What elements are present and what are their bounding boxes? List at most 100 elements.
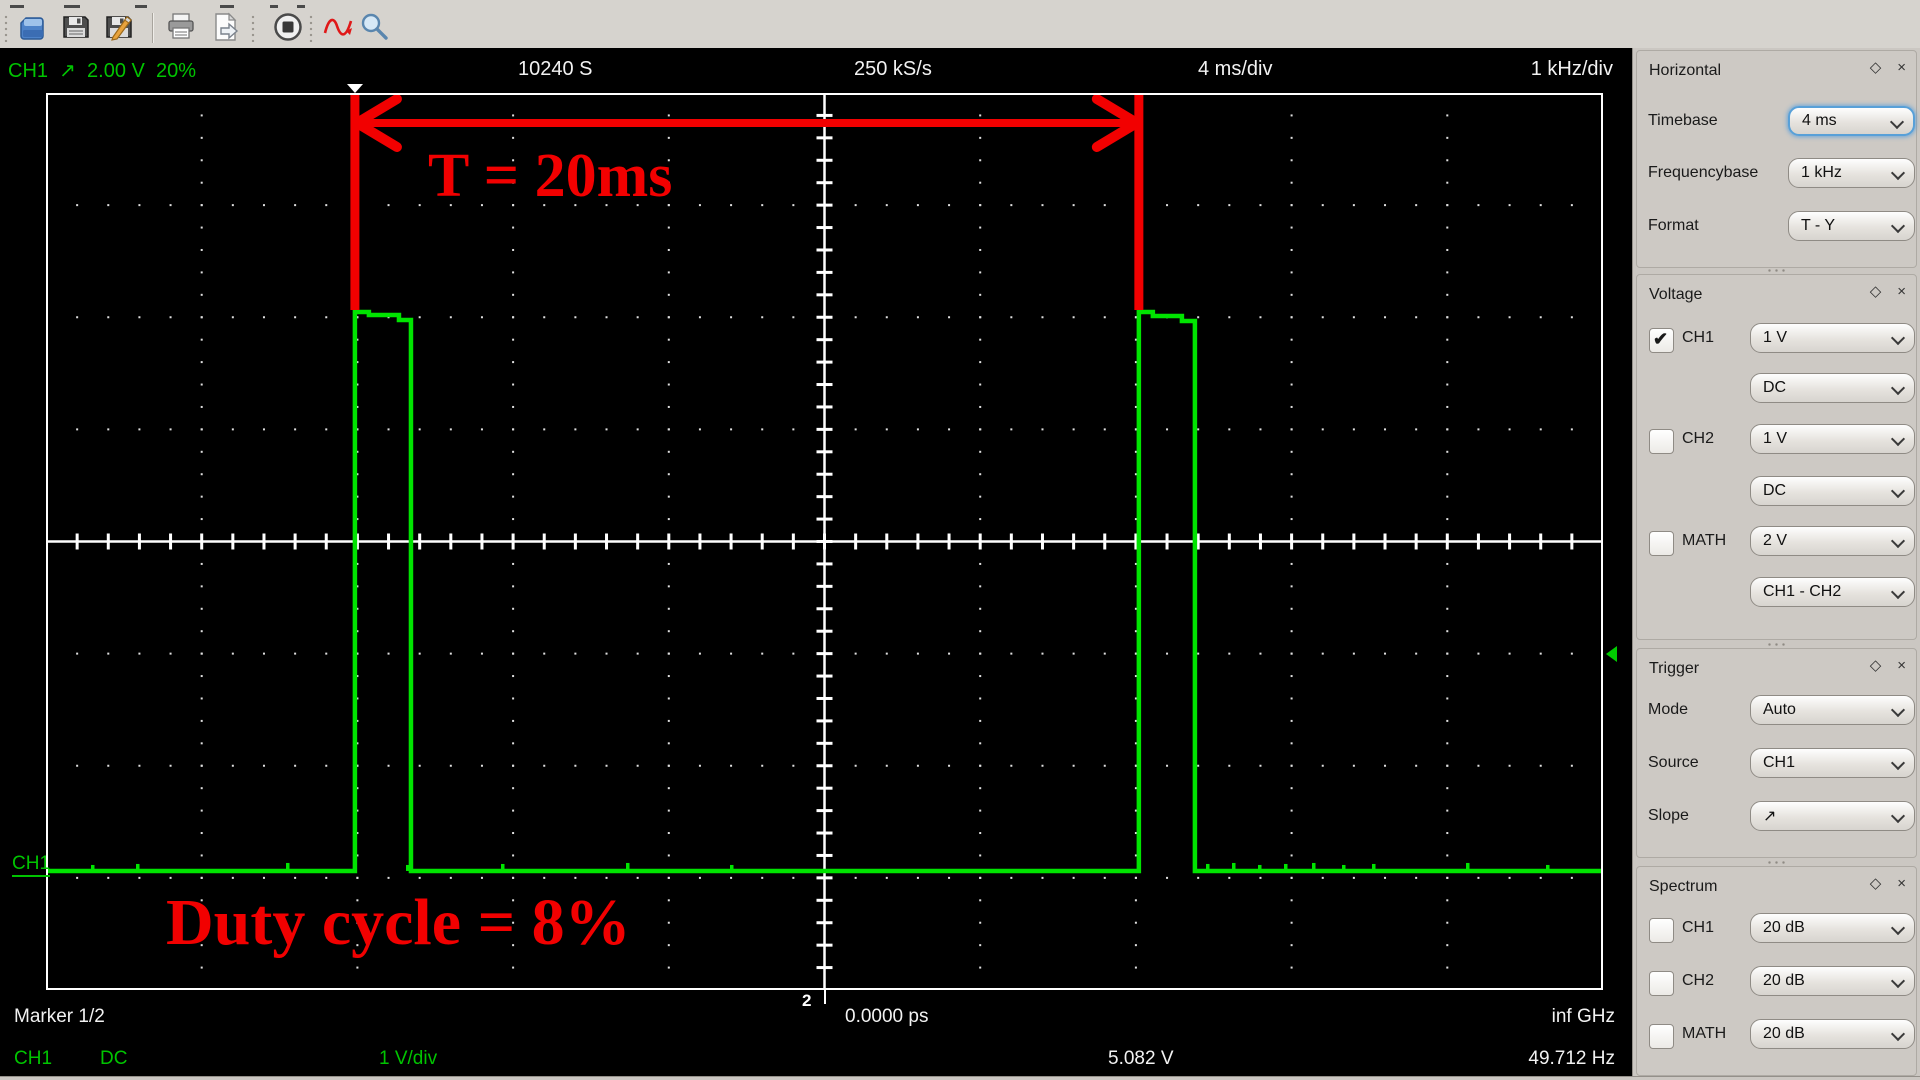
panel-splitter[interactable] bbox=[1633, 266, 1920, 274]
top-status-bar: CH1 ↗ 2.00 V 20% 10240 S 250 kS/s 4 ms/d… bbox=[0, 48, 1632, 93]
coupling: DC bbox=[100, 1048, 128, 1069]
math-spectrum-label: MATH bbox=[1682, 1025, 1727, 1042]
close-panel-icon[interactable]: × bbox=[1897, 657, 1906, 674]
math-spectrum-magnitude-select[interactable]: 20 dB bbox=[1750, 1019, 1915, 1049]
trigger-slope-value: ↗ bbox=[1763, 808, 1777, 825]
export-button[interactable] bbox=[210, 11, 242, 43]
menu-remnant bbox=[135, 5, 147, 8]
toolbar-separator bbox=[152, 13, 154, 43]
marker-2-handle[interactable]: 2 bbox=[802, 991, 812, 1010]
float-panel-icon[interactable]: ◇ bbox=[1869, 59, 1882, 76]
ch2-coupling-select[interactable]: DC bbox=[1750, 476, 1915, 506]
chevron-down-icon bbox=[1890, 920, 1906, 936]
channel-name: CH1 bbox=[14, 1048, 53, 1069]
ch2-spectrum-checkbox[interactable] bbox=[1649, 971, 1674, 996]
trigger-level-marker-icon[interactable] bbox=[1606, 646, 1617, 662]
chevron-down-icon bbox=[1890, 431, 1906, 447]
panel-splitter[interactable] bbox=[1633, 640, 1920, 648]
ch2-spectrum-magnitude-select[interactable]: 20 dB bbox=[1750, 966, 1915, 996]
print-button[interactable] bbox=[165, 11, 197, 43]
toolbar-drag-handle[interactable] bbox=[308, 14, 314, 42]
format-value: T - Y bbox=[1801, 217, 1836, 234]
scope-stage: CH1 2 T = 20ms Duty cycle = 8% bbox=[0, 84, 1632, 1010]
marker-indicator: Marker 1/2 bbox=[14, 1006, 105, 1027]
ch2-voltage-checkbox[interactable] bbox=[1649, 429, 1674, 454]
ch1-label: CH1 bbox=[1682, 329, 1715, 346]
ch1-voltage-checkbox[interactable] bbox=[1649, 328, 1674, 353]
measured-frequency: 49.712 Hz bbox=[1528, 1048, 1615, 1069]
menu-remnant bbox=[10, 5, 24, 8]
ch1-gain-select[interactable]: 1 V bbox=[1750, 323, 1915, 353]
ch1-spectrum-checkbox[interactable] bbox=[1649, 918, 1674, 943]
panel-title: Trigger bbox=[1649, 660, 1700, 677]
close-panel-icon[interactable]: × bbox=[1897, 875, 1906, 892]
window-bottom-edge bbox=[0, 1076, 1920, 1080]
ch1-spectrum-magnitude-select[interactable]: 20 dB bbox=[1750, 913, 1915, 943]
stop-capture-button[interactable] bbox=[272, 11, 304, 43]
chevron-down-icon bbox=[1890, 702, 1906, 718]
chevron-down-icon bbox=[1890, 380, 1906, 396]
ch1-trace-tag[interactable]: CH1 bbox=[12, 853, 51, 877]
ch1-coupling-select[interactable]: DC bbox=[1750, 373, 1915, 403]
zoom-button[interactable] bbox=[358, 11, 390, 43]
trigger-slope-select[interactable]: ↗ bbox=[1750, 801, 1915, 831]
format-select[interactable]: T - Y bbox=[1788, 211, 1915, 241]
float-panel-icon[interactable]: ◇ bbox=[1869, 875, 1882, 892]
ch1-spectrum-value: 20 dB bbox=[1763, 919, 1805, 936]
menu-remnant bbox=[64, 5, 80, 8]
close-panel-icon[interactable]: × bbox=[1897, 283, 1906, 300]
save-as-button[interactable] bbox=[103, 11, 135, 43]
frequencybase-value: 1 kHz bbox=[1801, 164, 1842, 181]
menu-bar-strip bbox=[0, 0, 1920, 8]
trigger-mode-value: Auto bbox=[1763, 701, 1796, 718]
save-button[interactable] bbox=[60, 11, 92, 43]
trigger-status: CH1 ↗ 2.00 V 20% bbox=[8, 60, 197, 82]
menu-remnant bbox=[297, 5, 305, 8]
panel-title: Voltage bbox=[1649, 286, 1703, 303]
chevron-down-icon bbox=[1889, 114, 1905, 130]
math-mode-select[interactable]: CH1 - CH2 bbox=[1750, 577, 1915, 607]
float-panel-icon[interactable]: ◇ bbox=[1869, 283, 1882, 300]
trigger-source-select[interactable]: CH1 bbox=[1750, 748, 1915, 778]
panel-splitter[interactable] bbox=[1633, 858, 1920, 866]
marker-2-tick[interactable] bbox=[824, 989, 826, 1004]
chevron-down-icon bbox=[1890, 533, 1906, 549]
record-length: 10240 S bbox=[518, 58, 593, 80]
volts-per-div: 1 V/div bbox=[379, 1048, 438, 1069]
menu-remnant bbox=[220, 5, 234, 8]
math-gain-select[interactable]: 2 V bbox=[1750, 526, 1915, 556]
timebase-select[interactable]: 4 ms bbox=[1788, 106, 1915, 136]
math-spectrum-checkbox[interactable] bbox=[1649, 1024, 1674, 1049]
trigger-source-value: CH1 bbox=[1763, 754, 1796, 771]
ch2-gain-select[interactable]: 1 V bbox=[1750, 424, 1915, 454]
timebase-label: Timebase bbox=[1648, 112, 1718, 129]
timebase-value: 4 ms bbox=[1802, 112, 1837, 129]
float-panel-icon[interactable]: ◇ bbox=[1869, 657, 1882, 674]
trigger-slope-label: Slope bbox=[1648, 807, 1689, 824]
timebase-per-div: 4 ms/div bbox=[1198, 58, 1273, 80]
trigger-position-marker-icon[interactable] bbox=[347, 84, 363, 93]
chevron-down-icon bbox=[1890, 1026, 1906, 1042]
ch1-waveform-trace bbox=[46, 309, 1603, 874]
math-voltage-checkbox[interactable] bbox=[1649, 531, 1674, 556]
waveform-mode-button[interactable] bbox=[322, 11, 354, 43]
horizontal-panel: Horizontal ◇ × Timebase 4 ms Frequencybas… bbox=[1636, 50, 1917, 268]
panel-title: Spectrum bbox=[1649, 878, 1718, 895]
frequencybase-select[interactable]: 1 kHz bbox=[1788, 158, 1915, 188]
samplerate: 250 kS/s bbox=[854, 58, 932, 80]
spectrum-panel: Spectrum ◇ × CH1 20 dB CH2 20 dB MATH 20 … bbox=[1636, 866, 1917, 1076]
close-panel-icon[interactable]: × bbox=[1897, 59, 1906, 76]
slope-icon: ↗ bbox=[59, 60, 76, 82]
open-button[interactable] bbox=[17, 11, 49, 43]
trigger-source-label: Source bbox=[1648, 754, 1699, 771]
bottom-status-bar: Marker 1/2 0.0000 ps inf GHz CH1 DC 1 V/… bbox=[0, 990, 1632, 1076]
trigger-mode-select[interactable]: Auto bbox=[1750, 695, 1915, 725]
format-label: Format bbox=[1648, 217, 1699, 234]
scope-canvas[interactable] bbox=[46, 93, 1603, 990]
chevron-down-icon bbox=[1890, 584, 1906, 600]
chevron-down-icon bbox=[1890, 808, 1906, 824]
math-label: MATH bbox=[1682, 532, 1727, 549]
toolbar-drag-handle[interactable] bbox=[250, 14, 256, 42]
toolbar-drag-handle[interactable] bbox=[3, 14, 9, 42]
